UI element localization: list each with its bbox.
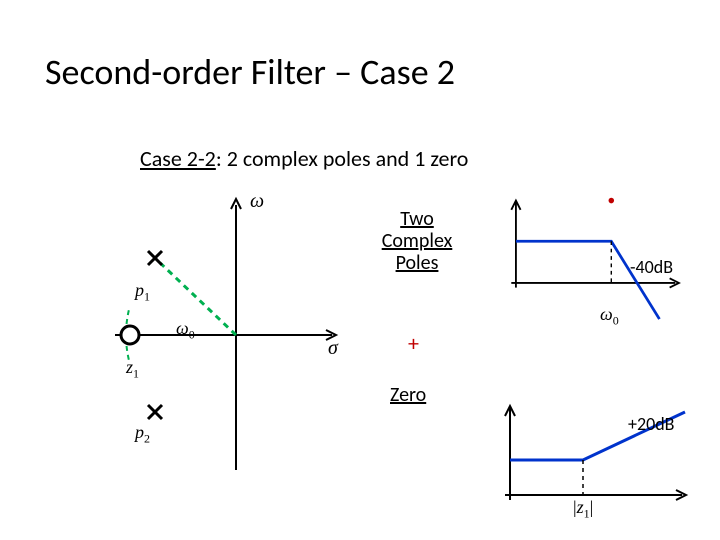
z1-abs-label: |z1|: [573, 497, 593, 522]
pos20db-label: +20dB: [628, 413, 674, 435]
p2-label: p2: [135, 422, 150, 447]
sigma-axis-label: σ: [328, 337, 338, 360]
z1-label: z1: [126, 357, 139, 382]
plus-label: +: [408, 330, 419, 357]
slide-subtitle: Case 2-2: 2 complex poles and 1 zero: [140, 145, 468, 172]
case-label: Case 2-2: [140, 145, 216, 172]
slide-title: Second-order Filter – Case 2: [45, 50, 455, 94]
zero-label: Zero: [390, 383, 426, 407]
w0-bode-label: ω0: [600, 304, 619, 329]
omega-axis-label: ω: [250, 190, 264, 213]
neg40db-label: -40dB: [630, 256, 673, 278]
two-complex-poles-label: Two Complex Poles: [367, 208, 467, 274]
case-desc: : 2 complex poles and 1 zero: [216, 145, 469, 172]
p1-label: p1: [135, 280, 150, 305]
w0-splane-label: ω0: [176, 318, 195, 343]
